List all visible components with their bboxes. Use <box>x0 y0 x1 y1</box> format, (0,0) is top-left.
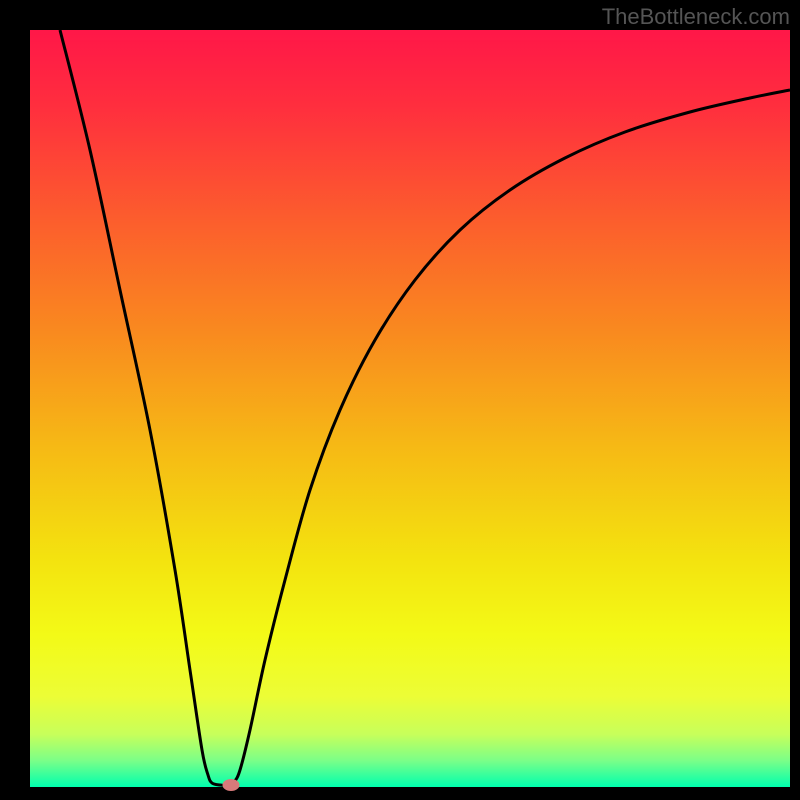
chart-container: TheBottleneck.com <box>0 0 800 800</box>
plot-area <box>30 30 790 787</box>
bottleneck-curve <box>30 30 790 787</box>
watermark-text: TheBottleneck.com <box>602 4 790 30</box>
optimum-marker <box>223 779 240 791</box>
